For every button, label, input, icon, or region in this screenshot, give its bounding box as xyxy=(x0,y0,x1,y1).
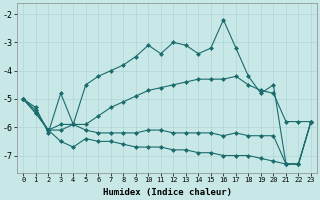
X-axis label: Humidex (Indice chaleur): Humidex (Indice chaleur) xyxy=(103,188,232,197)
